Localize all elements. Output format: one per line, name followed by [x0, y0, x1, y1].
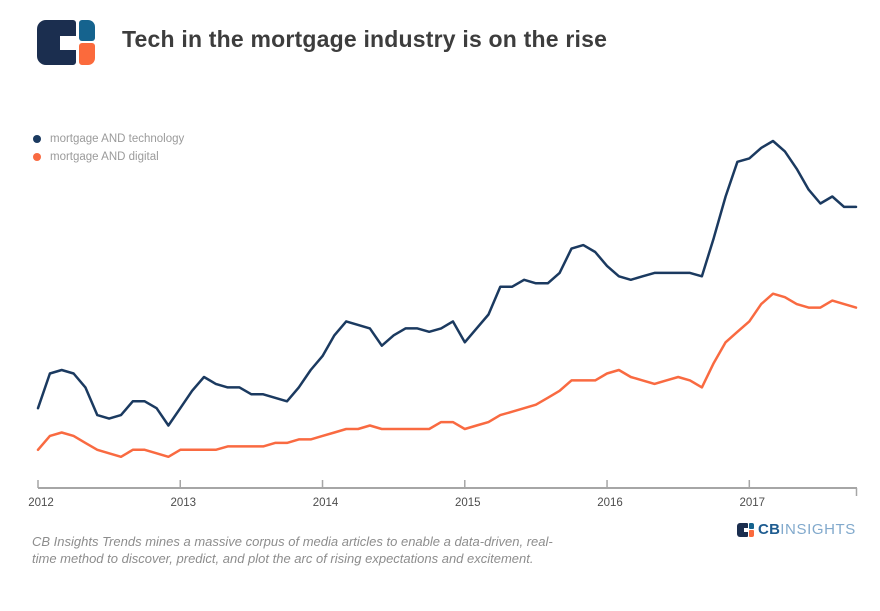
- trend-line-chart: 2012 2013 2014 2015 2016 2017: [28, 139, 858, 509]
- legend-item-digital[interactable]: mortgage AND digital: [33, 148, 184, 166]
- logo-orange-block: [79, 43, 95, 65]
- x-axis-label: 2016: [597, 497, 623, 509]
- footer-description-line2: time method to discover, predict, and pl…: [32, 551, 534, 566]
- cbinsights-mini-logo-icon: [737, 522, 754, 537]
- mini-logo-orange-block: [749, 529, 754, 537]
- legend-dot-digital-icon: [33, 153, 41, 161]
- logo-blue-block: [79, 20, 95, 41]
- x-axis-label: 2012: [28, 497, 54, 509]
- page-title: Tech in the mortgage industry is on the …: [122, 26, 608, 52]
- mini-logo-notch: [744, 527, 748, 532]
- mini-logo-blue-block: [749, 522, 754, 529]
- series-line-technology: [36, 139, 858, 427]
- wordmark-insights-text: INSIGHTS: [780, 521, 856, 538]
- x-axis-label: 2017: [740, 497, 766, 509]
- x-axis-label: 2014: [313, 497, 339, 509]
- logo-notch: [60, 36, 76, 50]
- wordmark-cb-text: CB: [758, 521, 781, 538]
- legend-label-digital: mortgage AND digital: [50, 151, 159, 163]
- chart-legend: mortgage AND technology mortgage AND dig…: [33, 130, 184, 166]
- x-axis-label: 2013: [170, 497, 196, 509]
- footer-description-line1: CB Insights Trends mines a massive corpu…: [32, 534, 553, 549]
- legend-dot-technology-icon: [33, 135, 41, 143]
- x-axis-label: 2015: [455, 497, 481, 509]
- cbinsights-logo-icon: [37, 20, 95, 65]
- legend-item-technology[interactable]: mortgage AND technology: [33, 130, 184, 148]
- footer-description: CB Insights Trends mines a massive corpu…: [32, 533, 592, 567]
- cbinsights-wordmark: CB INSIGHTS: [737, 521, 856, 538]
- legend-label-technology: mortgage AND technology: [50, 133, 185, 145]
- mini-logo-navy-block: [737, 522, 748, 537]
- series-line-digital: [36, 292, 858, 459]
